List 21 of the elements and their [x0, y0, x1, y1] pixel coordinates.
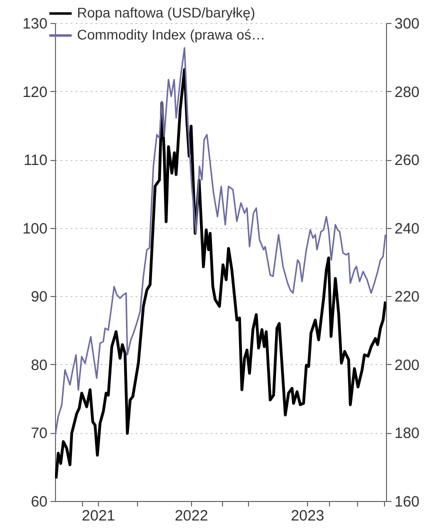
y2-tick-label: 160: [394, 494, 420, 510]
x-tick-label: 2022: [174, 508, 208, 524]
y-tick-label: 80: [30, 356, 48, 374]
y-tick-label: 110: [24, 152, 48, 170]
y2-tick-label: 280: [394, 84, 420, 101]
y-tick-label: 100: [22, 220, 48, 238]
legend-label: Ropa naftowa (USD/baryłkę): [77, 4, 256, 20]
legend-label: Commodity Index (prawa oś…: [77, 26, 266, 42]
y-tick-label: 90: [30, 288, 48, 306]
x-tick-label: 2021: [82, 508, 116, 524]
y2-tick-label: 300: [394, 16, 420, 32]
y2-tick-label: 240: [394, 220, 420, 238]
y-tick-label: 130: [22, 16, 48, 32]
y2-tick-label: 200: [394, 356, 420, 374]
y2-tick-label: 180: [394, 425, 420, 442]
y2-tick-label: 260: [394, 152, 420, 170]
y-tick-label: 120: [22, 84, 48, 101]
y-tick-label: 60: [30, 494, 48, 510]
y-tick-label: 70: [30, 425, 48, 442]
x-tick-label: 2023: [290, 508, 324, 524]
y2-tick-label: 220: [394, 288, 420, 306]
